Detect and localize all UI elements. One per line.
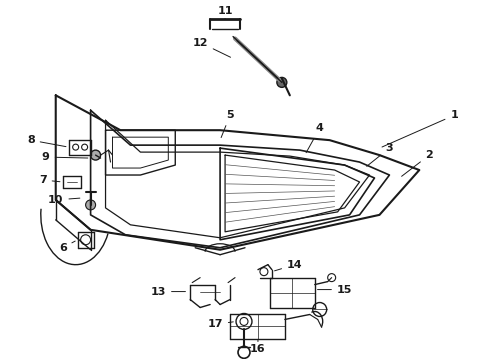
Text: 2: 2 [402, 150, 433, 176]
Text: 15: 15 [318, 284, 352, 294]
Text: 16: 16 [250, 339, 266, 354]
Text: 9: 9 [42, 152, 88, 162]
Text: 3: 3 [367, 143, 393, 166]
Text: 4: 4 [306, 123, 324, 153]
Circle shape [277, 77, 287, 87]
Text: 6: 6 [59, 241, 75, 253]
Circle shape [91, 150, 100, 160]
Text: 8: 8 [27, 135, 66, 147]
Text: 12: 12 [193, 37, 231, 57]
Text: 10: 10 [48, 195, 80, 205]
Text: 7: 7 [39, 175, 60, 185]
Circle shape [86, 200, 96, 210]
Text: 11: 11 [218, 6, 233, 19]
Text: 13: 13 [150, 287, 185, 297]
Text: 14: 14 [274, 260, 303, 271]
Text: 17: 17 [207, 319, 233, 329]
Text: 5: 5 [221, 110, 234, 138]
Text: 1: 1 [382, 110, 458, 147]
